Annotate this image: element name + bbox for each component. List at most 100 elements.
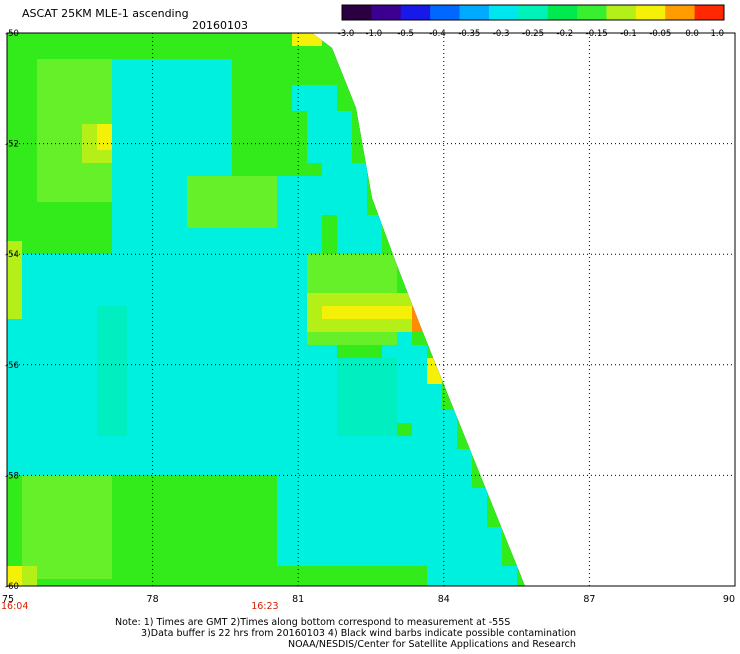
swath-cell [52,423,68,437]
swath-cell [487,293,503,307]
swath-cell [502,280,518,294]
swath-cell [247,254,263,268]
swath-cell [472,124,488,138]
swath-cell [502,423,518,437]
time-label: 16:04 [1,601,28,612]
swath-cell [517,501,525,515]
swath-cell [142,514,158,528]
swath-cell [52,319,68,333]
swath-cell [307,358,323,372]
swath-cell [412,280,428,294]
swath-cell [112,306,128,320]
swath-cell [127,332,143,346]
swath-cell [262,293,278,307]
swath-cell [67,124,83,138]
swath-cell [322,267,338,281]
swath-cell [442,553,458,567]
swath-cell [427,540,443,554]
swath-cell [112,150,128,164]
swath-cell [172,33,188,47]
swath-cell [52,85,68,99]
swath-cell [262,280,278,294]
swath-cell [262,267,278,281]
swath-cell [502,46,518,60]
swath-cell [487,371,503,385]
swath-cell [82,488,98,502]
swath-cell [112,111,128,125]
swath-cell [502,319,518,333]
swath-cell [517,436,525,450]
swath-cell [367,150,383,164]
swath-cell [157,397,173,411]
swath-cell [187,124,203,138]
swath-cell [532,241,547,254]
swath-cell [217,358,233,372]
swath-cell [277,553,293,567]
swath-cell [37,358,53,372]
swath-cell [532,124,547,137]
swath-cell [127,85,143,99]
swath-cell [142,462,158,476]
swath-cell [232,462,248,476]
swath-cell [217,176,233,190]
swath-cell [457,228,473,242]
swath-cell [142,345,158,359]
colorbar-label: -1.0 [366,29,383,39]
swath-cell [232,189,248,203]
swath-cell [202,111,218,125]
swath-cell [217,241,233,255]
swath-cell [172,462,188,476]
swath-cell [532,436,547,449]
swath-cell [397,280,413,294]
swath-cell [22,436,38,450]
swath-cell [142,241,158,255]
swath-cell [262,384,278,398]
swath-cell [232,163,248,177]
swath-cell [7,137,23,151]
swath-cell [352,85,368,99]
swath-cell [337,293,353,307]
swath-cell [367,423,383,437]
swath-cell [217,475,233,489]
swath-cell [112,254,128,268]
swath-cell [142,137,158,151]
swath-cell [7,527,23,541]
swath-cell [307,280,323,294]
swath-cell [67,72,83,86]
swath-cell [142,410,158,424]
colorbar-cell [371,5,402,20]
swath-cell [217,566,233,580]
swath-cell [397,85,413,99]
swath-cell [442,462,458,476]
swath-cell [337,202,353,216]
swath-cell [247,46,263,60]
lon-tick-label: 78 [147,594,159,605]
swath-cell [502,540,518,554]
colorbar-label: -0.4 [429,29,446,39]
swath-cell [52,397,68,411]
swath-cell [367,436,383,450]
swath-cell [127,293,143,307]
colorbar-cell [665,5,696,20]
swath-cell [127,501,143,515]
swath-cell [127,33,143,47]
swath-cell [22,150,38,164]
swath-cell [397,267,413,281]
swath-cell [472,85,488,99]
swath-cell [217,189,233,203]
swath-cell [82,423,98,437]
swath-cell [52,150,68,164]
swath-cell [22,98,38,112]
swath-cell [442,254,458,268]
swath-cell [142,540,158,554]
swath-cell [412,72,428,86]
swath-cell [187,436,203,450]
swath-cell [382,410,398,424]
swath-cell [232,475,248,489]
swath-cell [472,293,488,307]
swath-cell [502,449,518,463]
swath-cell [217,345,233,359]
swath-cell [52,475,68,489]
swath-cell [532,98,547,111]
